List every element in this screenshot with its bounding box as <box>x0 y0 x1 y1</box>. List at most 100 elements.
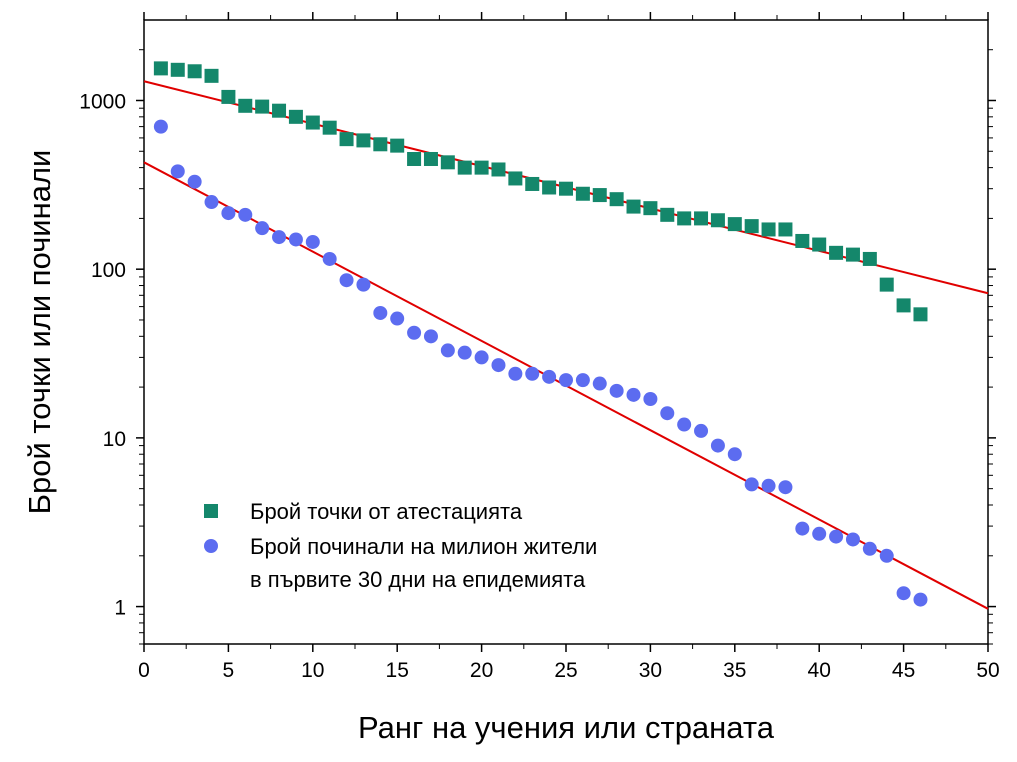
x-tick-label: 35 <box>723 659 746 682</box>
data-point-square <box>559 181 573 196</box>
y-tick-label: 100 <box>91 259 126 282</box>
data-point-square <box>778 222 793 237</box>
data-point-square <box>255 99 270 114</box>
data-point-square <box>440 155 455 170</box>
data-point-circle <box>272 230 287 245</box>
data-point-square <box>491 162 506 177</box>
data-point-square <box>525 176 540 191</box>
data-point-square <box>744 219 759 234</box>
data-point-square <box>238 98 253 113</box>
data-point-square <box>187 64 202 79</box>
data-point-square <box>643 201 658 216</box>
fit-lines <box>143 80 989 610</box>
data-point-circle <box>896 586 911 601</box>
y-axis-title: Брой точки или починали <box>22 150 57 515</box>
data-point-circle <box>592 376 607 391</box>
data-point-circle <box>727 447 742 462</box>
data-point-circle <box>812 526 827 541</box>
data-point-circle <box>474 350 489 365</box>
data-point-square <box>795 233 810 248</box>
data-point-circle <box>829 529 844 544</box>
data-point-circle <box>609 383 624 398</box>
data-point-square <box>660 207 675 222</box>
y-tick-label: 10 <box>103 428 126 451</box>
data-point-square <box>677 211 692 226</box>
data-point-square <box>862 251 877 266</box>
data-point-square <box>609 192 624 207</box>
data-point-circle <box>845 532 860 547</box>
data-point-square <box>170 62 185 77</box>
data-point-square <box>727 217 742 232</box>
x-tick-label: 50 <box>976 659 999 682</box>
data-point-square <box>508 171 523 186</box>
data-point-square <box>592 188 607 203</box>
data-point-circle <box>407 325 422 340</box>
data-point-circle <box>913 592 928 607</box>
legend-label-deaths-line1: Брой починали на милион жители <box>250 534 597 559</box>
data-point-circle <box>423 329 438 344</box>
data-point-square <box>373 137 388 152</box>
x-tick-label: 30 <box>639 659 662 682</box>
data-point-circle <box>508 366 523 381</box>
data-point-circle <box>525 366 540 381</box>
data-point-square <box>423 151 438 166</box>
data-point-circle <box>643 392 658 407</box>
data-point-circle <box>153 119 168 134</box>
data-point-circle <box>660 406 675 421</box>
x-tick-label: 45 <box>892 659 915 682</box>
data-point-square <box>356 133 371 148</box>
data-point-square <box>694 211 709 226</box>
data-point-circle <box>677 417 692 432</box>
data-point-square <box>710 213 725 228</box>
data-point-circle <box>221 206 236 221</box>
data-points <box>153 61 928 607</box>
data-point-circle <box>457 345 472 360</box>
data-point-circle <box>626 387 641 402</box>
legend: Брой точки от атестацията Брой починали … <box>204 499 597 592</box>
legend-label-deaths-line2: в първите 30 дни на епидемията <box>250 567 586 592</box>
data-point-square <box>913 307 928 322</box>
data-point-square <box>845 247 860 262</box>
x-axis-title: Ранг на учения или страната <box>358 710 775 745</box>
x-tick-label: 0 <box>138 659 150 682</box>
data-point-square <box>204 68 219 83</box>
x-tick-label: 10 <box>301 659 324 682</box>
data-point-square <box>829 245 844 260</box>
data-point-circle <box>373 305 388 320</box>
data-point-circle <box>879 548 894 563</box>
data-point-circle <box>694 423 709 438</box>
data-point-square <box>305 115 320 130</box>
data-point-circle <box>255 221 270 236</box>
data-point-circle <box>238 207 253 222</box>
data-point-circle <box>575 373 590 388</box>
legend-marker-square <box>204 504 218 518</box>
data-point-square <box>390 138 405 153</box>
data-point-circle <box>305 234 320 249</box>
data-point-square <box>288 109 303 124</box>
x-tick-label: 20 <box>470 659 493 682</box>
axis-ticks <box>136 12 996 652</box>
legend-label-points: Брой точки от атестацията <box>250 499 523 524</box>
data-point-circle <box>542 369 557 384</box>
data-point-circle <box>339 273 354 288</box>
data-point-square <box>272 103 287 118</box>
data-point-circle <box>744 477 759 492</box>
data-point-circle <box>778 480 793 495</box>
data-point-square <box>221 89 236 104</box>
data-point-square <box>474 160 489 175</box>
legend-marker-circle <box>204 539 218 553</box>
data-point-circle <box>390 311 405 326</box>
data-point-circle <box>170 164 185 179</box>
data-point-circle <box>761 478 776 493</box>
data-point-circle <box>710 438 725 453</box>
data-point-square <box>575 186 590 201</box>
data-point-circle <box>356 277 371 292</box>
data-point-circle <box>862 541 877 556</box>
data-point-square <box>407 151 422 166</box>
data-point-square <box>761 222 776 237</box>
y-tick-label: 1 <box>114 597 126 620</box>
data-point-square <box>322 120 337 135</box>
data-point-square <box>457 160 472 175</box>
data-point-circle <box>795 521 810 536</box>
